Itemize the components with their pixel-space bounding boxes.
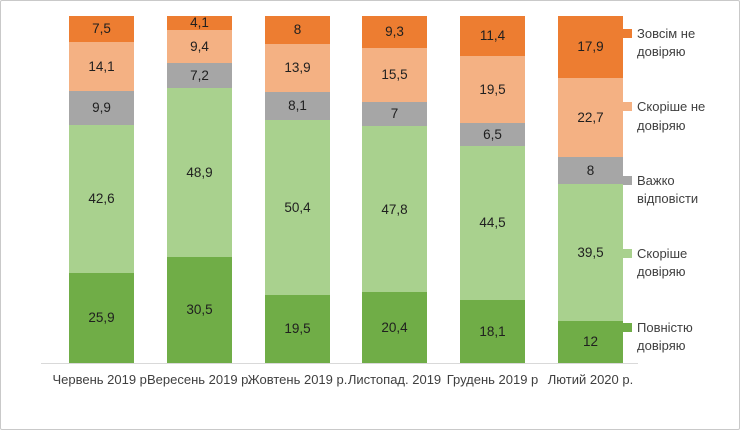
bar-segment: 30,5 — [167, 257, 232, 363]
bar-segment: 48,9 — [167, 87, 232, 258]
data-label: 14,1 — [88, 58, 115, 74]
bar-segment: 9,3 — [362, 16, 427, 49]
x-axis-label: Червень 2019 р. — [52, 372, 151, 387]
bar-segment: 22,7 — [558, 78, 623, 157]
bar-segment: 39,5 — [558, 184, 623, 322]
data-label: 39,5 — [577, 245, 604, 261]
bar-segment: 19,5 — [265, 295, 330, 363]
data-label: 19,5 — [284, 321, 311, 337]
bar-segment: 15,5 — [362, 48, 427, 103]
bar-segment: 4,1 — [167, 15, 232, 31]
legend-item: Зовсім не довіряю — [623, 25, 735, 61]
stacked-bar-1: 7,5 14,1 9,9 42,6 25,9 — [69, 16, 134, 363]
data-label: 11,4 — [479, 28, 506, 44]
bar-segment: 8 — [265, 16, 330, 44]
legend-label: Скоріше не довіряю — [637, 99, 706, 133]
data-label: 47,8 — [381, 201, 408, 217]
data-label: 12 — [582, 334, 599, 350]
data-label: 50,4 — [284, 199, 311, 215]
bar-segment: 9,4 — [167, 30, 232, 63]
data-label: 8 — [586, 162, 595, 178]
data-label: 48,9 — [186, 164, 213, 180]
bar-segment: 19,5 — [460, 55, 525, 124]
legend-item: Скоріше довіряю — [623, 245, 735, 281]
bar-segment: 9,9 — [69, 90, 134, 126]
data-label: 22,7 — [577, 109, 604, 125]
legend-item: Важко відповісти — [623, 172, 735, 208]
stacked-bar-6: 17,9 22,7 8 39,5 12 — [558, 16, 623, 363]
bar-segment: 7,2 — [167, 62, 232, 88]
bar-segment: 6,5 — [460, 123, 525, 146]
data-label: 13,9 — [284, 60, 311, 76]
data-label: 6,5 — [483, 126, 502, 142]
bar-segment: 42,6 — [69, 125, 134, 274]
stacked-bar-3: 8 13,9 8,1 50,4 19,5 — [265, 16, 330, 363]
x-axis-label: Лютий 2020 р. — [547, 372, 634, 387]
stacked-bar-5: 11,4 19,5 6,5 44,5 18,1 — [460, 16, 525, 363]
data-label: 30,5 — [186, 302, 213, 318]
data-label: 9,3 — [385, 24, 404, 40]
data-label: 7,2 — [190, 67, 209, 83]
bar-segment: 50,4 — [265, 120, 330, 296]
data-label: 8 — [293, 22, 302, 38]
stacked-bar-4: 9,3 15,5 7 47,8 20,4 — [362, 16, 427, 363]
legend-item: Повністю довіряю — [623, 319, 735, 355]
bar-segment: 44,5 — [460, 145, 525, 301]
data-label: 42,6 — [88, 191, 115, 207]
bar-segment: 8,1 — [265, 92, 330, 121]
legend-label: Повністю довіряю — [637, 319, 693, 353]
legend-swatch-icon — [623, 249, 632, 259]
legend-swatch-icon — [623, 102, 632, 112]
data-label: 18,1 — [479, 323, 506, 339]
data-label: 17,9 — [577, 39, 604, 55]
stacked-bar-2: 4,1 9,4 7,2 48,9 30,5 — [167, 16, 232, 363]
bar-segment: 12 — [558, 321, 623, 363]
data-label: 7 — [390, 106, 399, 122]
x-axis-line — [41, 363, 638, 364]
data-label: 25,9 — [88, 310, 115, 326]
x-axis-label: Вересень 2019 р. — [146, 372, 253, 387]
legend-swatch-icon — [623, 322, 632, 332]
bar-segment: 17,9 — [558, 16, 623, 79]
bar-segment: 13,9 — [265, 43, 330, 93]
bar-segment: 18,1 — [460, 300, 525, 363]
bar-segment: 8 — [558, 156, 623, 185]
data-label: 4,1 — [190, 15, 209, 31]
data-label: 9,4 — [190, 38, 209, 54]
data-label: 9,9 — [92, 100, 111, 116]
data-label: 8,1 — [288, 98, 307, 114]
legend-swatch-icon — [623, 175, 632, 185]
bar-segment: 20,4 — [362, 292, 427, 363]
bar-segment: 11,4 — [460, 16, 525, 56]
legend-label: Важко відповісти — [637, 172, 699, 206]
data-label: 15,5 — [381, 67, 408, 83]
bar-segment: 14,1 — [69, 42, 134, 91]
bar-segment: 47,8 — [362, 126, 427, 293]
legend: Зовсім не довіряю Скоріше не довіряю Важко… — [623, 25, 735, 355]
bar-segment: 7 — [362, 102, 427, 127]
legend-label: Зовсім не довіряю — [637, 26, 696, 60]
data-label: 20,4 — [381, 319, 408, 335]
legend-swatch-icon — [623, 29, 632, 38]
x-axis-label: Жовтень 2019 р. — [247, 372, 348, 387]
x-axis-label: Листопад. 2019 — [347, 372, 442, 387]
data-label: 7,5 — [92, 21, 111, 37]
bar-segment: 7,5 — [69, 16, 134, 43]
bar-segment: 25,9 — [69, 273, 134, 363]
legend-item: Скоріше не довіряю — [623, 98, 735, 134]
x-axis-label: Грудень 2019 р — [446, 372, 539, 387]
data-label: 44,5 — [479, 215, 506, 231]
data-label: 19,5 — [479, 81, 506, 97]
legend-label: Скоріше довіряю — [637, 246, 688, 280]
